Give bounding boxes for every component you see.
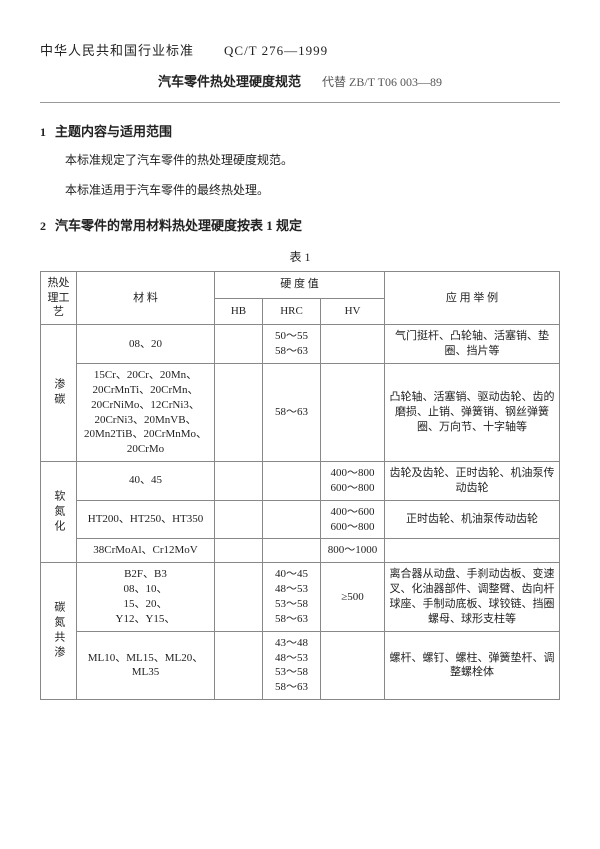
th-material: 材 料 [77,271,215,325]
cell-hb [215,563,263,631]
std-title: 汽车零件热处理硬度规范 [158,74,301,89]
th-hrc: HRC [263,298,321,325]
cell-hrc: 58～63 [263,364,321,462]
cell-hrc: 43～4848～5353～5858～63 [263,631,321,699]
cell-hrc [263,500,321,539]
cell-hrc [263,462,321,501]
cell-material: ML10、ML15、ML20、ML35 [77,631,215,699]
section-title: 主题内容与适用范围 [55,124,172,139]
cell-material: 40、45 [77,462,215,501]
header-org: 中华人民共和国行业标准 [40,40,194,59]
cell-hv: 400～800600～800 [321,462,385,501]
cell-hv: 800～1000 [321,539,385,563]
cell-hb [215,500,263,539]
section-1: 1 主题内容与适用范围 [40,121,560,140]
section-2: 2 汽车零件的常用材料热处理硬度按表 1 规定 [40,215,560,234]
th-proc: 热处理工艺 [41,271,77,325]
cell-app: 齿轮及齿轮、正时齿轮、机油泵传动齿轮 [385,462,560,501]
table-row: 软氮化40、45400～800600～800齿轮及齿轮、正时齿轮、机油泵传动齿轮 [41,462,560,501]
th-app: 应 用 举 例 [385,271,560,325]
cell-app [385,539,560,563]
table-row: 渗碳08、2050～5558～63气门挺杆、凸轮轴、活塞销、垫圈、挡片等 [41,325,560,364]
table-row: 碳氮共渗B2F、B308、10、15、20、Y12、Y15、40～4548～53… [41,563,560,631]
table-row: ML10、ML15、ML20、ML35 43～4848～5353～5858～63 螺… [41,631,560,699]
cell-hv [321,364,385,462]
section-number: 2 [40,219,46,233]
table-row: 38CrMoAl、Cr12MoV 800～1000 [41,539,560,563]
supersedes: 代替 ZB/T T06 003—89 [322,75,442,89]
cell-material: 08、20 [77,325,215,364]
table-row: 15Cr、20Cr、20Mn、20CrMnTi、20CrMn、20CrNiMo、… [41,364,560,462]
cell-hb [215,364,263,462]
cell-app: 气门挺杆、凸轮轴、活塞销、垫圈、挡片等 [385,325,560,364]
th-hb: HB [215,298,263,325]
section-paragraph: 本标准适用于汽车零件的最终热处理。 [65,180,560,200]
table-header-row: 热处理工艺 材 料 硬 度 值 应 用 举 例 [41,271,560,298]
spec-table: 热处理工艺 材 料 硬 度 值 应 用 举 例 HB HRC HV 渗碳08、2… [40,271,560,700]
table-caption: 表 1 [40,248,560,265]
cell-material: 15Cr、20Cr、20Mn、20CrMnTi、20CrMn、20CrNiMo、… [77,364,215,462]
cell-hrc: 50～5558～63 [263,325,321,364]
cell-hrc: 40～4548～5353～5858～63 [263,563,321,631]
cell-hb [215,631,263,699]
cell-hb [215,325,263,364]
doc-header: 中华人民共和国行业标准 QC/T 276—1999 [40,40,560,59]
cell-app: 螺杆、螺钉、螺柱、弹簧垫杆、调整螺栓体 [385,631,560,699]
cell-material: 38CrMoAl、Cr12MoV [77,539,215,563]
cell-app: 凸轮轴、活塞销、驱动齿轮、齿的磨损、止销、弹簧销、钢丝弹簧圈、万向节、十字轴等 [385,364,560,462]
cell-material: B2F、B308、10、15、20、Y12、Y15、 [77,563,215,631]
cell-hv: ≥500 [321,563,385,631]
cell-hb [215,462,263,501]
cell-proc: 碳氮共渗 [41,563,77,700]
section-number: 1 [40,125,46,139]
cell-app: 离合器从动盘、手刹动齿板、变速叉、化油器部件、调整臂、齿向杆球座、手制动底板、球… [385,563,560,631]
cell-proc: 软氮化 [41,462,77,563]
title-row: 汽车零件热处理硬度规范 代替 ZB/T T06 003—89 [40,71,560,90]
title-separator [40,102,560,103]
cell-hv [321,631,385,699]
table-row: HT200、HT250、HT350 400～600600～800正时齿轮、机油泵传… [41,500,560,539]
cell-proc: 渗碳 [41,325,77,462]
cell-material: HT200、HT250、HT350 [77,500,215,539]
cell-hv [321,325,385,364]
section-title: 汽车零件的常用材料热处理硬度按表 1 规定 [55,218,302,233]
cell-hb [215,539,263,563]
header-code: QC/T 276—1999 [224,43,328,59]
cell-app: 正时齿轮、机油泵传动齿轮 [385,500,560,539]
section-paragraph: 本标准规定了汽车零件的热处理硬度规范。 [65,150,560,170]
cell-hv: 400～600600～800 [321,500,385,539]
th-hardness: 硬 度 值 [215,271,385,298]
th-hv: HV [321,298,385,325]
cell-hrc [263,539,321,563]
